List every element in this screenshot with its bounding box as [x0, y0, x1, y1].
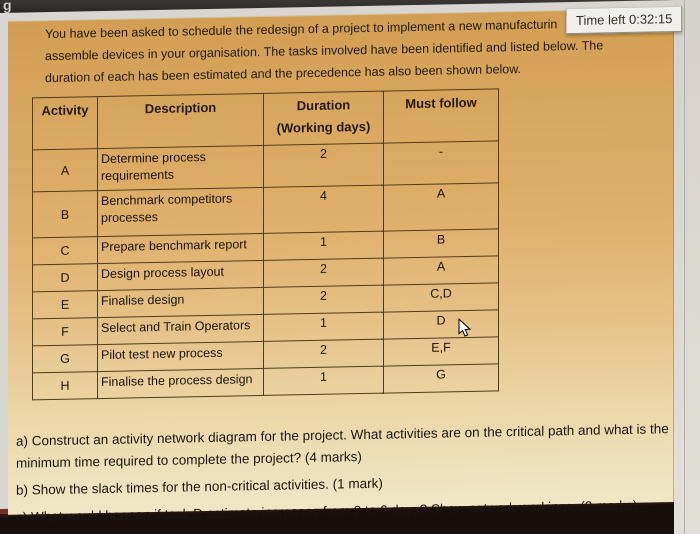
- cell-must-follow: G: [383, 363, 499, 394]
- sub-questions: a) Construct an activity network diagram…: [16, 417, 700, 528]
- cell-duration: 2: [263, 339, 384, 369]
- cell-activity: A: [32, 148, 98, 192]
- question-document: You have been asked to schedule the rede…: [8, 8, 674, 525]
- table-header-row: Activity Description Duration (Working d…: [32, 88, 499, 150]
- cell-must-follow: -: [383, 140, 499, 186]
- cell-must-follow: A: [383, 255, 499, 286]
- cursor-icon: [458, 317, 472, 337]
- cell-duration: 2: [263, 285, 384, 315]
- cell-description: Benchmark competitors processes: [97, 187, 264, 237]
- col-header-duration: Duration (Working days): [263, 91, 384, 146]
- cell-duration: 1: [263, 312, 384, 342]
- cell-description: Select and Train Operators: [97, 314, 264, 345]
- cell-must-follow: D: [383, 309, 499, 340]
- cell-description: Design process layout: [97, 260, 264, 291]
- col-header-activity: Activity: [32, 96, 98, 150]
- cell-duration: 1: [263, 366, 384, 396]
- cell-must-follow: A: [383, 182, 499, 232]
- col-header-must-follow: Must follow: [383, 88, 499, 144]
- timer-badge: Time left 0:32:15: [566, 5, 683, 35]
- cell-must-follow: B: [383, 228, 499, 259]
- cell-activity: H: [32, 371, 98, 400]
- cell-description: Finalise the process design: [97, 368, 264, 399]
- question-a: a) Construct an activity network diagram…: [16, 421, 669, 471]
- cell-activity: D: [32, 263, 98, 292]
- cell-must-follow: E,F: [383, 336, 499, 367]
- screen-corner-text: g: [3, 0, 12, 13]
- cell-activity: F: [32, 317, 98, 346]
- col-header-description: Description: [97, 93, 264, 149]
- cell-activity: E: [32, 290, 98, 319]
- cell-activity: G: [32, 344, 98, 373]
- activity-table: Activity Description Duration (Working d…: [32, 88, 499, 400]
- cell-duration: 4: [263, 185, 384, 234]
- cell-description: Finalise design: [97, 287, 264, 318]
- cell-description: Prepare benchmark report: [97, 233, 264, 264]
- cell-duration: 1: [263, 231, 384, 261]
- col-header-duration-unit: (Working days): [276, 118, 371, 136]
- cell-activity: C: [32, 236, 98, 265]
- cell-must-follow: C,D: [383, 282, 499, 313]
- cell-description: Pilot test new process: [97, 341, 264, 372]
- cell-activity: B: [32, 190, 98, 238]
- col-header-duration-title: Duration: [296, 97, 351, 114]
- cell-duration: 2: [263, 258, 384, 288]
- cell-description: Determine process requirements: [97, 145, 264, 191]
- cell-duration: 2: [263, 143, 384, 188]
